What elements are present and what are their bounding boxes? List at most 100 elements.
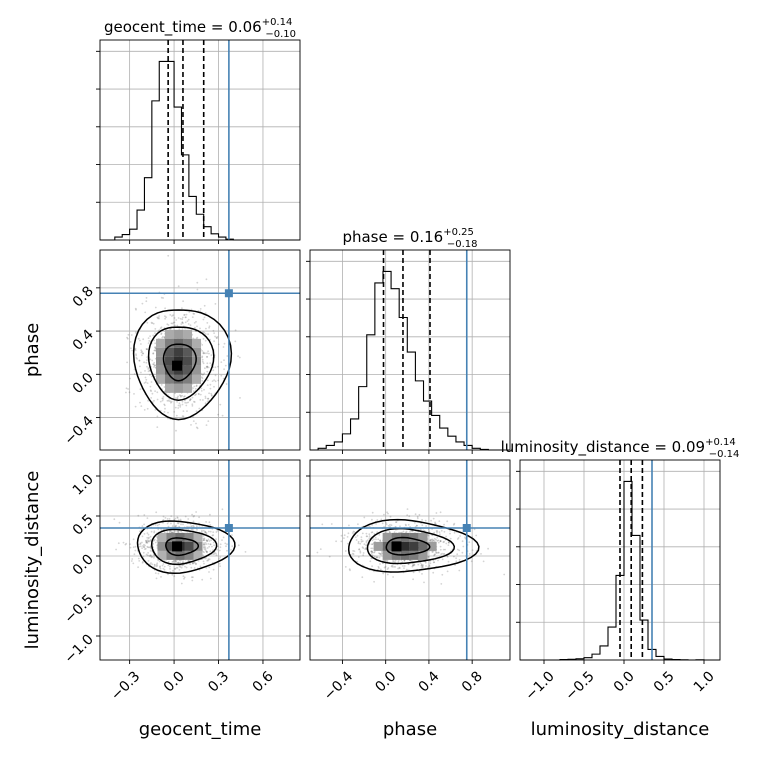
pair-2-sample xyxy=(360,536,363,538)
pair-0-sample xyxy=(154,342,157,345)
pair-0-sample xyxy=(164,315,166,318)
pair-0-density-cell xyxy=(192,374,202,384)
pair-0-sample xyxy=(181,400,184,403)
pair-2-sample xyxy=(371,551,374,554)
pair-0-sample xyxy=(146,382,149,384)
pair-2-frame xyxy=(309,459,511,661)
hist-luminosity_distance-frame xyxy=(519,459,721,661)
pair-0-sample xyxy=(203,316,206,319)
pair-0-density-cell xyxy=(183,329,193,339)
phase-title-value: 0.16 xyxy=(410,228,443,246)
pair-1-sample xyxy=(176,530,179,533)
pair-0-sample xyxy=(190,308,193,311)
pair-2-sample xyxy=(376,531,379,534)
pair-2-sample xyxy=(412,564,415,567)
pair-0-sample xyxy=(171,322,174,325)
pair-0-sample xyxy=(205,424,208,426)
pair-2-sample xyxy=(374,536,377,539)
pair-2-sample xyxy=(389,525,391,528)
pair-2-background xyxy=(310,460,510,660)
pair-0-sample xyxy=(168,398,171,400)
pair-2-sample xyxy=(373,538,375,541)
pair-1-sample xyxy=(219,565,222,568)
pair-1-sample xyxy=(216,548,219,551)
pair-0-sample xyxy=(199,310,202,313)
pair-0-sample xyxy=(185,316,187,319)
pair-2-sample xyxy=(383,566,386,569)
pair-2-sample xyxy=(360,540,363,543)
pair-0-density-cell xyxy=(165,356,175,366)
pair-2-sample xyxy=(389,515,392,518)
pair-1-sample xyxy=(151,555,154,558)
pair-1-sample xyxy=(167,564,170,567)
pair-2-sample xyxy=(397,560,400,563)
pair-2-sample xyxy=(390,565,393,567)
pair-2-sample xyxy=(398,567,401,569)
pair-1-sample xyxy=(213,553,216,555)
pair-0-sample xyxy=(208,326,211,329)
pair-1-sample xyxy=(171,561,174,563)
pair-0-sample xyxy=(170,401,172,404)
pair-0-sample xyxy=(162,396,165,398)
pair-0-sample xyxy=(199,327,201,330)
pair-1-sample xyxy=(225,545,227,548)
pair-2-sample xyxy=(421,518,423,521)
pair-0-sample xyxy=(199,399,202,401)
pair-2-sample xyxy=(375,538,377,541)
pair-0-sample xyxy=(213,379,216,381)
pair-2-sample xyxy=(375,523,377,525)
pair-2-sample xyxy=(373,580,375,583)
pair-0-sample xyxy=(183,314,186,316)
pair-1-sample xyxy=(147,552,150,554)
pair-1-sample xyxy=(207,538,210,541)
pair-1-sample xyxy=(208,571,210,573)
pair-0-sample xyxy=(198,393,200,396)
pair-0-sample xyxy=(210,354,213,356)
pair-0-sample xyxy=(193,401,196,403)
pair-2-sample xyxy=(399,525,401,528)
pair-0-sample xyxy=(195,410,198,413)
pair-0-sample xyxy=(152,334,155,337)
pair-1-sample xyxy=(182,523,184,526)
pair-1-sample xyxy=(201,578,204,581)
pair-0-sample xyxy=(178,328,181,330)
pair-1-sample xyxy=(142,545,144,547)
pair-2-sample xyxy=(430,519,432,522)
pair-0-density-cell xyxy=(165,383,175,393)
pair-1-sample xyxy=(139,542,142,545)
phase-title: phase = 0.16+0.25 −0.18 xyxy=(342,227,477,250)
pair-2-sample xyxy=(361,546,364,549)
pair-0-sample xyxy=(204,352,207,355)
pair-0-sample xyxy=(181,321,184,324)
pair-1-sample xyxy=(149,535,152,538)
pair-2-sample xyxy=(351,532,354,534)
pair-2-sample xyxy=(361,540,364,542)
pair-0-sample xyxy=(192,387,194,390)
pair-2-sample xyxy=(438,520,441,522)
pair-1-sample xyxy=(141,541,143,544)
pair-1-xtick-label-3: 0.6 xyxy=(250,668,277,695)
pair-2-sample xyxy=(421,524,424,527)
pair-0-sample xyxy=(153,339,156,342)
pair-1-sample xyxy=(137,514,140,517)
pair-2-sample xyxy=(370,531,373,534)
pair-1-sample xyxy=(118,521,121,524)
pair-1-sample xyxy=(174,559,177,562)
pair-0-sample xyxy=(156,391,159,394)
pair-2-sample xyxy=(365,532,368,535)
pair-2-sample xyxy=(437,551,440,554)
pair-1-sample xyxy=(147,546,150,549)
pair-0-sample xyxy=(129,341,132,343)
pair-2-sample xyxy=(437,541,440,544)
pair-1-sample xyxy=(131,558,134,560)
pair-1-sample xyxy=(162,519,165,521)
pair-1-sample xyxy=(209,524,212,526)
pair-1-sample xyxy=(184,515,187,518)
pair-0-sample xyxy=(147,367,150,369)
pair-0-density-cell xyxy=(192,365,202,375)
pair-0-sample xyxy=(134,349,137,351)
pair-0-sample xyxy=(160,296,163,299)
pair-0-sample xyxy=(141,302,144,305)
pair-2-sample xyxy=(388,531,391,533)
pair-1-sample xyxy=(212,534,215,537)
